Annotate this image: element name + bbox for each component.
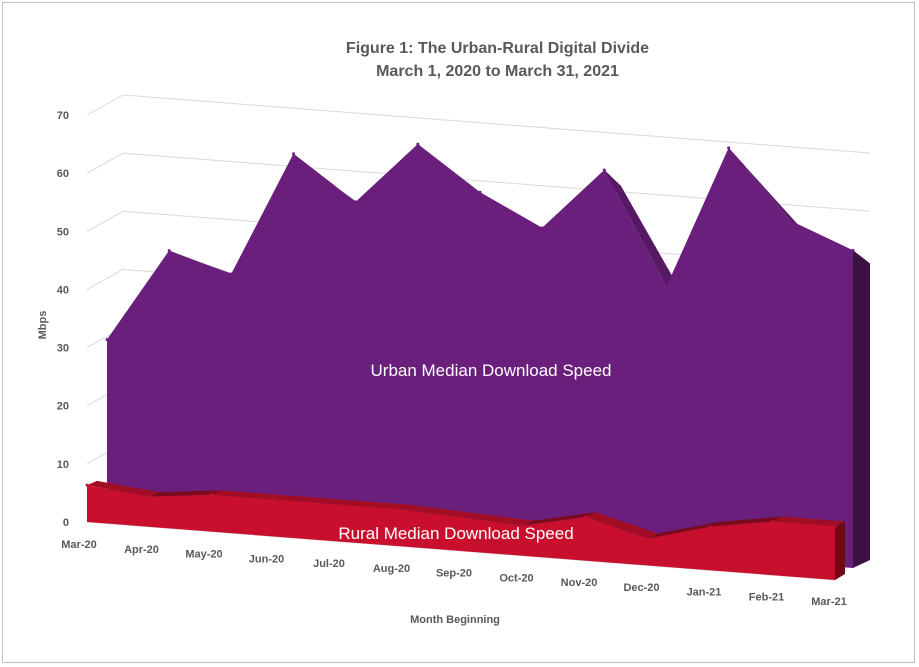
data-point	[852, 249, 855, 252]
data-point	[335, 503, 338, 506]
data-point	[292, 152, 295, 155]
data-point	[709, 525, 712, 528]
data-point	[771, 520, 774, 523]
data-point	[647, 537, 650, 540]
x-tick-label: Nov-20	[561, 577, 598, 589]
x-tick-label: Dec-20	[623, 582, 659, 594]
data-point	[106, 338, 109, 341]
data-point	[397, 508, 400, 511]
x-tick-label: Jul-20	[313, 558, 345, 570]
data-point	[416, 143, 419, 146]
area-end-cap	[853, 250, 870, 568]
y-tick-label: 60	[57, 168, 69, 180]
gridline-side	[87, 211, 123, 231]
gridline-side	[87, 95, 123, 115]
data-point	[727, 146, 730, 149]
x-tick-label: Sep-20	[436, 568, 472, 580]
data-point	[479, 191, 482, 194]
data-point	[789, 219, 792, 222]
data-point	[148, 495, 151, 498]
series-label: Urban Median Download Speed	[371, 361, 612, 380]
x-axis-title: Month Beginning	[410, 614, 500, 626]
data-point	[86, 484, 89, 487]
data-point	[541, 226, 544, 229]
data-point	[210, 493, 213, 496]
y-tick-label: 30	[57, 343, 69, 355]
y-axis-ticks: 0 10 20 30 40 50 60 70	[57, 110, 69, 529]
y-tick-label: 0	[63, 517, 69, 529]
x-tick-label: Oct-20	[499, 572, 533, 584]
x-tick-label: Jun-20	[249, 553, 284, 565]
data-point	[665, 285, 668, 288]
data-point	[273, 498, 276, 501]
area-end-cap	[835, 521, 845, 580]
gridline-side	[87, 269, 123, 289]
y-tick-label: 50	[57, 226, 69, 238]
x-tick-label: Feb-21	[749, 591, 784, 603]
x-tick-label: May-20	[185, 549, 222, 561]
data-point	[354, 200, 357, 203]
data-point	[584, 516, 587, 519]
y-axis-title: Mbps	[37, 311, 49, 340]
data-point	[460, 516, 463, 519]
x-tick-label: Apr-20	[124, 544, 159, 556]
data-point	[230, 272, 233, 275]
data-point	[603, 169, 606, 172]
x-tick-label: Aug-20	[373, 563, 410, 575]
gridline-side	[87, 153, 123, 173]
x-tick-label: Mar-21	[811, 596, 846, 608]
gridline	[123, 95, 870, 153]
y-tick-label: 10	[57, 459, 69, 471]
series-label: Rural Median Download Speed	[338, 524, 573, 543]
y-tick-label: 40	[57, 284, 69, 296]
area-chart: 0 10 20 30 40 50 60 70 Urban Median Download Sp…	[0, 0, 919, 667]
data-point	[834, 525, 837, 528]
y-tick-label: 70	[57, 110, 69, 122]
x-tick-label: Mar-20	[61, 539, 96, 551]
data-point	[168, 249, 171, 252]
y-tick-label: 20	[57, 401, 69, 413]
x-tick-label: Jan-21	[687, 587, 722, 599]
